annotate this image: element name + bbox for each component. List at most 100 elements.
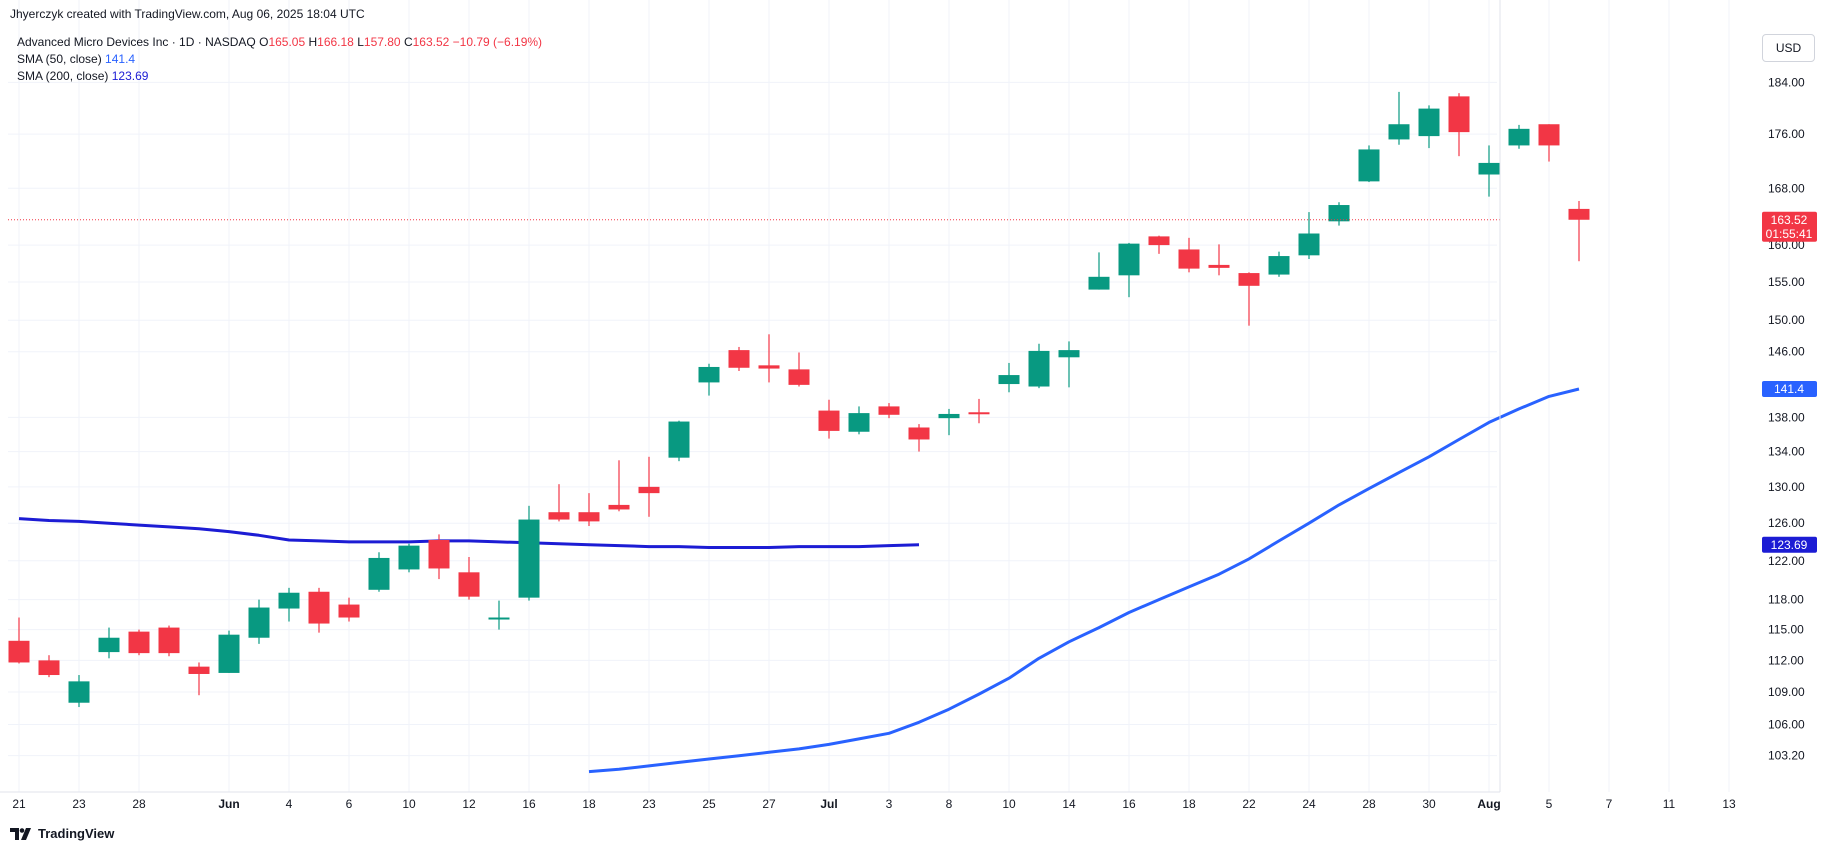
candle[interactable] [278,587,300,622]
candle-body [158,627,180,654]
candle[interactable] [1298,212,1320,260]
candle[interactable] [1328,202,1350,226]
candle-body [458,572,480,597]
sma200-value: 123.69 [111,69,149,83]
time-tick-label: 25 [702,797,716,811]
time-tick-label: 10 [402,797,416,811]
candle[interactable] [578,493,600,527]
price-tick-label: 150.00 [1768,313,1805,327]
candle[interactable] [1208,244,1230,276]
time-tick-label: 3 [886,797,893,811]
time-tick-label: 8 [946,797,953,811]
candle[interactable] [128,629,150,656]
tradingview-logo-icon [10,827,31,840]
time-tick-label: 24 [1302,797,1316,811]
sma50-legend-row[interactable]: SMA (50, close) 141.4 [17,51,542,68]
price-axis[interactable]: 184.00176.00168.00160.00155.00150.00146.… [0,0,1805,793]
candle-body [368,557,390,590]
candle[interactable] [1028,343,1050,389]
candle[interactable] [428,534,450,580]
candle[interactable] [668,420,690,462]
candle[interactable] [218,630,240,673]
time-axis[interactable]: 21 23 28 Jun 4 6 10 12 16 18 23 25 27 Jul 3 8 10 14 16 18 22… [12,797,1736,811]
candle[interactable] [758,334,780,383]
candle[interactable] [728,346,750,372]
time-tick-label: 23 [642,797,656,811]
candle[interactable] [1568,200,1590,262]
candle[interactable] [368,552,390,592]
tradingview-logo[interactable]: TradingView [10,826,114,841]
candle[interactable] [308,587,330,633]
candle-body [878,406,900,415]
candle[interactable] [938,408,960,436]
candle[interactable] [1508,124,1530,149]
candle-body [788,369,810,385]
sma50-tag-bg [1762,380,1817,397]
candle[interactable] [548,484,570,522]
candle[interactable] [8,617,30,664]
open-label: O [259,35,269,49]
candle[interactable] [488,600,510,630]
candle-body [248,607,270,638]
candle[interactable] [248,599,270,644]
candle[interactable] [1268,251,1290,277]
sma50-value: 141.4 [105,52,136,66]
candle[interactable] [1178,237,1200,273]
candle-body [1178,249,1200,269]
candle[interactable] [338,597,360,622]
sma200-legend-row[interactable]: SMA (200, close) 123.69 [17,68,542,85]
time-tick-label: 5 [1546,797,1553,811]
price-tick-label: 168.00 [1768,181,1805,195]
price-tick-label: 146.00 [1768,345,1805,359]
candle[interactable] [518,505,540,601]
time-tick-label: 6 [346,797,353,811]
candle-body [638,486,660,494]
candle[interactable] [398,543,420,573]
candle[interactable] [38,655,60,678]
candle[interactable] [968,398,990,424]
candle[interactable] [158,625,180,657]
candle[interactable] [878,403,900,419]
time-tick-label: 27 [762,797,776,811]
currency-button[interactable]: USD [1762,34,1815,62]
candle-body [728,350,750,368]
candle[interactable] [458,556,480,600]
candle[interactable] [608,460,630,512]
time-tick-label: Aug [1477,797,1500,811]
candle[interactable] [1388,91,1410,145]
candle[interactable] [1058,341,1080,388]
candle[interactable] [68,675,90,708]
last-price-tag-text: 01:55:41 [1766,227,1813,241]
candle-body [98,637,120,653]
candle[interactable] [818,399,840,439]
candle[interactable] [1478,145,1500,197]
time-tick-label: 4 [286,797,293,811]
candle[interactable] [188,662,210,696]
candle[interactable] [848,406,870,435]
candle-body [1478,162,1500,175]
candle[interactable] [1238,272,1260,326]
candle[interactable] [908,424,930,452]
candle-body [1298,233,1320,256]
candle[interactable] [638,456,660,517]
candle[interactable] [1118,242,1140,298]
grid [8,0,1730,792]
candle-body [1118,243,1140,276]
candle[interactable] [1088,252,1110,290]
candle[interactable] [1538,124,1560,162]
candle[interactable] [1148,235,1170,254]
time-tick-label: 13 [1722,797,1736,811]
candle[interactable] [698,363,720,396]
tradingview-brand: TradingView [38,826,115,841]
candle[interactable] [98,627,120,659]
candle-body [1268,256,1290,275]
candle[interactable] [998,362,1020,393]
price-tick-label: 126.00 [1768,516,1805,530]
candle-body [1148,236,1170,246]
candle[interactable] [1448,93,1470,157]
candle[interactable] [1358,145,1380,183]
ohlc-row[interactable]: Advanced Micro Devices Inc · 1D · NASDAQ… [17,34,542,51]
candle[interactable] [1418,105,1440,149]
candle[interactable] [788,352,810,387]
